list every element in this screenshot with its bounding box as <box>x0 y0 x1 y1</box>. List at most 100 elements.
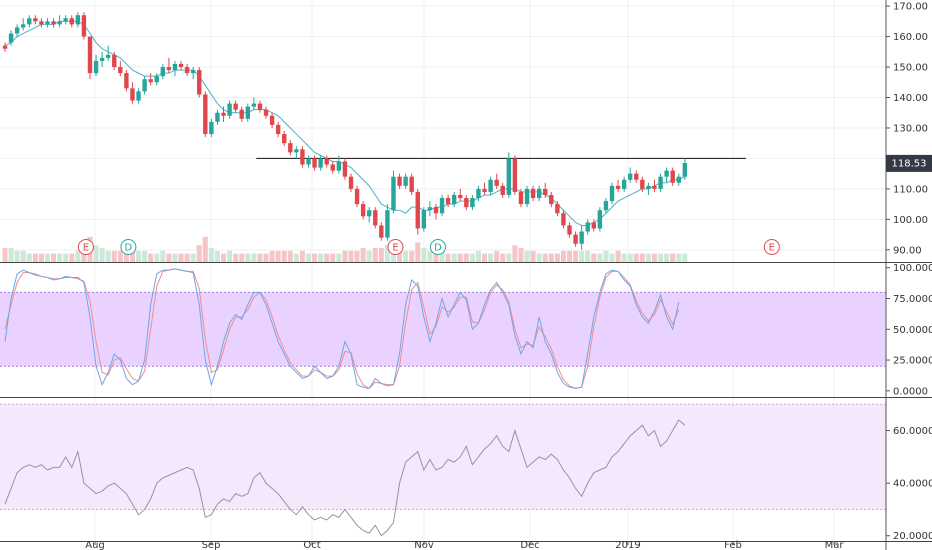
volume-bar <box>233 253 239 262</box>
earnings-marker[interactable] <box>763 239 780 255</box>
volume-bar <box>579 250 585 262</box>
volume-bar <box>111 250 117 262</box>
candle-body <box>178 63 184 68</box>
volume-bar <box>299 250 305 262</box>
candle-body <box>124 73 129 89</box>
candle-body <box>488 179 493 192</box>
price-tick-label: 110.00 <box>893 184 928 195</box>
candle-body <box>628 173 633 180</box>
price-tick-label: 90.00 <box>893 245 922 256</box>
dividend-marker[interactable] <box>120 239 137 255</box>
earnings-marker-label: E <box>392 243 398 254</box>
volume-bar <box>494 250 500 262</box>
candle-body <box>506 158 512 195</box>
stochastic-d-line <box>4 268 680 390</box>
candle-body <box>2 45 8 49</box>
volume-bar <box>676 253 682 262</box>
dividend-marker-label: D <box>434 243 442 254</box>
volume-bar <box>2 248 8 262</box>
dividend-marker[interactable] <box>429 239 446 255</box>
candle-body <box>251 103 257 107</box>
volume-bar <box>597 253 603 262</box>
candle-body <box>21 24 26 28</box>
earnings-marker-label: E <box>83 243 89 254</box>
earnings-marker-label: E <box>769 243 775 254</box>
volume-bar <box>8 248 14 262</box>
volume-bar <box>99 248 105 262</box>
candle-body <box>184 67 190 74</box>
volume-bar <box>670 253 676 262</box>
candle-body <box>360 204 366 217</box>
stochastic-band <box>0 292 886 367</box>
rsi-band <box>0 404 886 510</box>
x-tick-label: Nov <box>414 540 434 550</box>
candle-body <box>112 54 117 68</box>
rsi-panel <box>4 419 686 537</box>
candle-body <box>421 210 427 229</box>
price-tag: 118.53 <box>886 154 932 172</box>
candle-body <box>379 225 384 238</box>
candle-body <box>318 158 323 168</box>
volume-bar <box>239 253 245 262</box>
volume-bar <box>445 253 451 262</box>
volume-bar <box>142 250 148 262</box>
candle-body <box>354 188 360 205</box>
candle-body <box>615 185 621 189</box>
candle-body <box>348 176 354 189</box>
volume-bar <box>26 253 32 262</box>
candle-body <box>646 185 651 189</box>
volume-bar <box>403 250 409 262</box>
candle-body <box>300 149 305 165</box>
price-label-box <box>886 154 932 172</box>
candle-body <box>215 112 220 122</box>
candle-body <box>597 210 603 229</box>
x-tick-label: Mar <box>825 540 845 550</box>
volume-bar <box>251 253 257 262</box>
stochastic-tick-label: 25.0000 <box>893 356 932 367</box>
volume-bar <box>397 248 403 262</box>
earnings-marker[interactable] <box>387 239 404 255</box>
volume-bar <box>190 253 196 262</box>
volume-bar <box>409 250 415 262</box>
stochastic-tick-label: 0.0000 <box>893 386 928 397</box>
volume-bar <box>469 253 475 262</box>
volume-bar <box>263 253 269 262</box>
volume-bar <box>275 250 281 262</box>
candle-body <box>609 185 615 202</box>
candle-body <box>658 176 663 189</box>
volume-bar <box>615 250 621 262</box>
volume-bar <box>421 248 427 262</box>
candle-body <box>336 161 342 171</box>
candle-body <box>415 191 420 229</box>
candle-body <box>530 188 536 199</box>
candle-body <box>275 124 281 135</box>
candle-body <box>518 191 524 205</box>
price-tick-label: 100.00 <box>893 215 928 226</box>
stochastic-tick-label: 75.0000 <box>893 294 932 305</box>
candle-body <box>33 18 38 22</box>
volume-bar <box>63 253 69 262</box>
volume-bar <box>645 253 651 262</box>
candle-body <box>409 176 414 192</box>
earnings-marker[interactable] <box>77 239 94 255</box>
volume-bar <box>287 250 293 262</box>
grid <box>0 0 886 541</box>
candle-body <box>676 176 681 183</box>
candle-body <box>166 67 172 71</box>
candle-body <box>500 185 505 195</box>
volume-bar <box>14 250 20 262</box>
volume-bar <box>536 253 542 262</box>
volume-bar <box>378 248 384 262</box>
candle-body <box>670 170 675 183</box>
candle-body <box>524 188 530 205</box>
price-tick-label: 170.00 <box>893 2 928 13</box>
candle-body <box>682 162 688 177</box>
candle-body <box>312 158 317 168</box>
candle-body <box>427 207 433 211</box>
volume-bar <box>621 253 627 262</box>
volume-bar <box>651 253 657 262</box>
candle-body <box>203 94 208 135</box>
candle-body <box>99 57 105 61</box>
candle-body <box>87 36 93 74</box>
